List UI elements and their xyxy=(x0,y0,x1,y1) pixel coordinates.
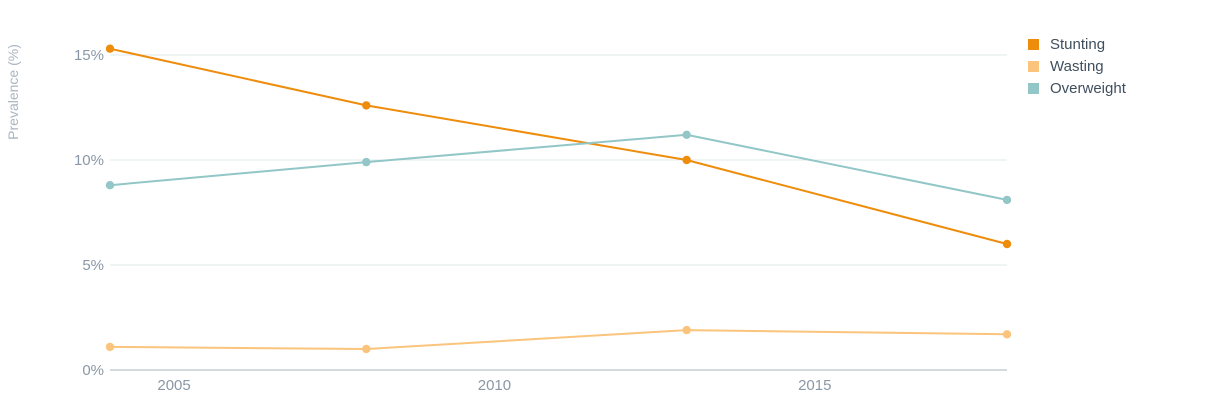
series-stunting xyxy=(105,44,1012,249)
x-tick-label: 2015 xyxy=(798,377,831,394)
y-tick-label: 15% xyxy=(74,47,104,64)
x-tick-label: 2010 xyxy=(478,377,511,394)
y-axis-title: Prevalence (%) xyxy=(5,44,21,140)
data-point-overweight xyxy=(362,157,371,167)
y-axis: 0% 5% 10% 15% xyxy=(74,47,104,379)
legend-item-wasting[interactable]: Wasting xyxy=(1028,55,1218,77)
y-tick-label: 10% xyxy=(74,152,104,169)
series-wasting xyxy=(105,325,1012,354)
y-tick-label: 0% xyxy=(82,362,104,379)
data-point-wasting xyxy=(105,342,115,352)
data-point-stunting xyxy=(105,44,115,53)
data-point-overweight xyxy=(105,181,115,190)
series-line-stunting xyxy=(109,47,1008,245)
legend-label: Wasting xyxy=(1050,57,1104,75)
legend-item-overweight[interactable]: Overweight xyxy=(1028,77,1218,99)
data-point-overweight xyxy=(682,130,691,139)
data-point-wasting xyxy=(362,344,371,354)
legend-swatch xyxy=(1028,38,1039,50)
series-line-wasting xyxy=(109,329,1008,351)
series-layer xyxy=(105,44,1012,354)
y-tick-label: 5% xyxy=(82,257,104,274)
series-line-overweight xyxy=(109,133,1008,201)
data-point-wasting xyxy=(1002,330,1012,339)
data-point-overweight xyxy=(1002,195,1012,205)
legend-swatch xyxy=(1028,60,1039,72)
series-overweight xyxy=(105,130,1012,205)
x-tick-label: 2005 xyxy=(157,377,190,394)
legend-label: Stunting xyxy=(1050,35,1106,53)
legend-swatch xyxy=(1028,82,1039,94)
data-point-stunting xyxy=(362,101,371,110)
legend-item-stunting[interactable]: Stunting xyxy=(1028,33,1218,55)
legend-label: Overweight xyxy=(1050,79,1126,97)
data-point-stunting xyxy=(1002,239,1012,249)
legend: Stunting Wasting Overweight xyxy=(1028,33,1218,99)
grid-lines xyxy=(110,54,1007,266)
data-point-wasting xyxy=(682,325,691,335)
data-point-stunting xyxy=(682,155,691,165)
x-axis: 2005 2010 2015 xyxy=(110,369,1007,394)
